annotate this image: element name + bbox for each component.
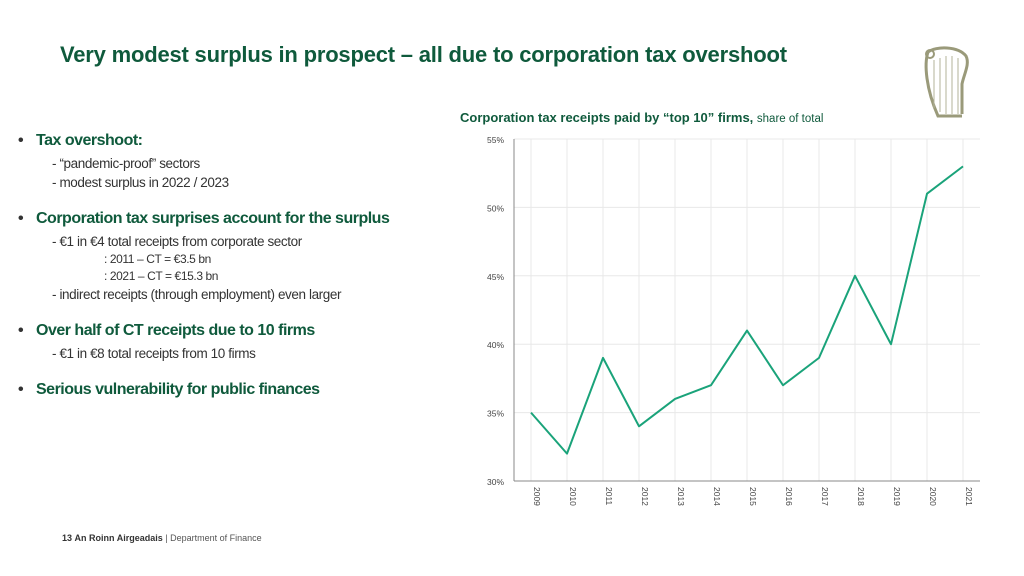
y-tick-label: 50% (487, 203, 504, 213)
org-name-irish: An Roinn Airgeadais (74, 533, 163, 543)
harp-icon (924, 46, 969, 118)
x-tick-label: 2021 (964, 487, 974, 506)
line-chart: 30% 35% 40% 45% 50% 55% 2009 2010 2011 2012 2013 20… (487, 135, 980, 506)
bullet-heading: • Tax overshoot: (18, 128, 448, 154)
sub-item: - modest surplus in 2022 / 2023 (52, 175, 229, 190)
bullet-dot-icon: • (18, 322, 24, 339)
slide-footer: 13 An Roinn Airgeadais | Department of F… (62, 533, 262, 543)
bullet-heading: • Serious vulnerability for public financ… (18, 377, 448, 403)
bullet-heading-text: Serious vulnerability for public finance… (36, 381, 320, 398)
page-number: 13 (62, 533, 73, 543)
chart-title: Corporation tax receipts paid by “top 10… (460, 110, 823, 125)
x-tick-label: 2014 (712, 487, 722, 506)
bullet-dot-icon: • (18, 132, 24, 149)
y-tick-label: 30% (487, 477, 504, 487)
bullet-item: • Tax overshoot: - “pandemic-proof” sector… (18, 128, 448, 192)
bullet-dot-icon: • (18, 381, 24, 398)
bullet-heading-text: Over half of CT receipts due to 10 firms (36, 322, 315, 339)
x-tick-label: 2017 (820, 487, 830, 506)
x-tick-label: 2018 (856, 487, 866, 506)
bullet-heading: • Corporation tax surprises account for t… (18, 206, 448, 232)
bullet-heading-text: Tax overshoot: (36, 132, 143, 149)
x-tick-label: 2011 (604, 487, 614, 506)
org-name-english: Department of Finance (170, 533, 262, 543)
bullet-list: • Tax overshoot: - “pandemic-proof” sector… (18, 128, 448, 417)
x-tick-label: 2015 (748, 487, 758, 506)
y-tick-label: 35% (487, 409, 504, 419)
x-tick-label: 2019 (892, 487, 902, 506)
chart-title-main: Corporation tax receipts paid by “top 10… (460, 110, 754, 125)
footer-separator: | (165, 533, 168, 543)
y-tick-label: 40% (487, 340, 504, 350)
x-tick-label: 2012 (640, 487, 650, 506)
x-tick-label: 2010 (568, 487, 578, 506)
sub-item: - indirect receipts (through employment)… (52, 287, 342, 302)
bullet-item: • Serious vulnerability for public financ… (18, 377, 448, 403)
bullet-item: • Over half of CT receipts due to 10 firm… (18, 318, 448, 363)
x-tick-label: 2020 (928, 487, 938, 506)
bullet-item: • Corporation tax surprises account for t… (18, 206, 448, 304)
x-tick-label: 2016 (784, 487, 794, 506)
y-tick-label: 45% (487, 272, 504, 282)
chart-subtitle: share of total (756, 113, 824, 125)
bullet-heading-text: Corporation tax surprises account for th… (36, 210, 390, 227)
sub-sub-item: : 2011 – CT = €3.5 bn (104, 252, 211, 266)
sub-sub-item: : 2021 – CT = €15.3 bn (104, 269, 219, 283)
slide-title: Very modest surplus in prospect – all du… (60, 42, 787, 67)
sub-item: - €1 in €8 total receipts from 10 firms (52, 346, 256, 361)
bullet-heading: • Over half of CT receipts due to 10 firm… (18, 318, 448, 344)
x-tick-label: 2013 (676, 487, 686, 506)
y-tick-label: 55% (487, 135, 504, 145)
sub-item: - “pandemic-proof” sectors (52, 156, 200, 171)
x-tick-label: 2009 (532, 487, 542, 506)
sub-item: - €1 in €4 total receipts from corporate… (52, 234, 302, 249)
bullet-dot-icon: • (18, 210, 24, 227)
